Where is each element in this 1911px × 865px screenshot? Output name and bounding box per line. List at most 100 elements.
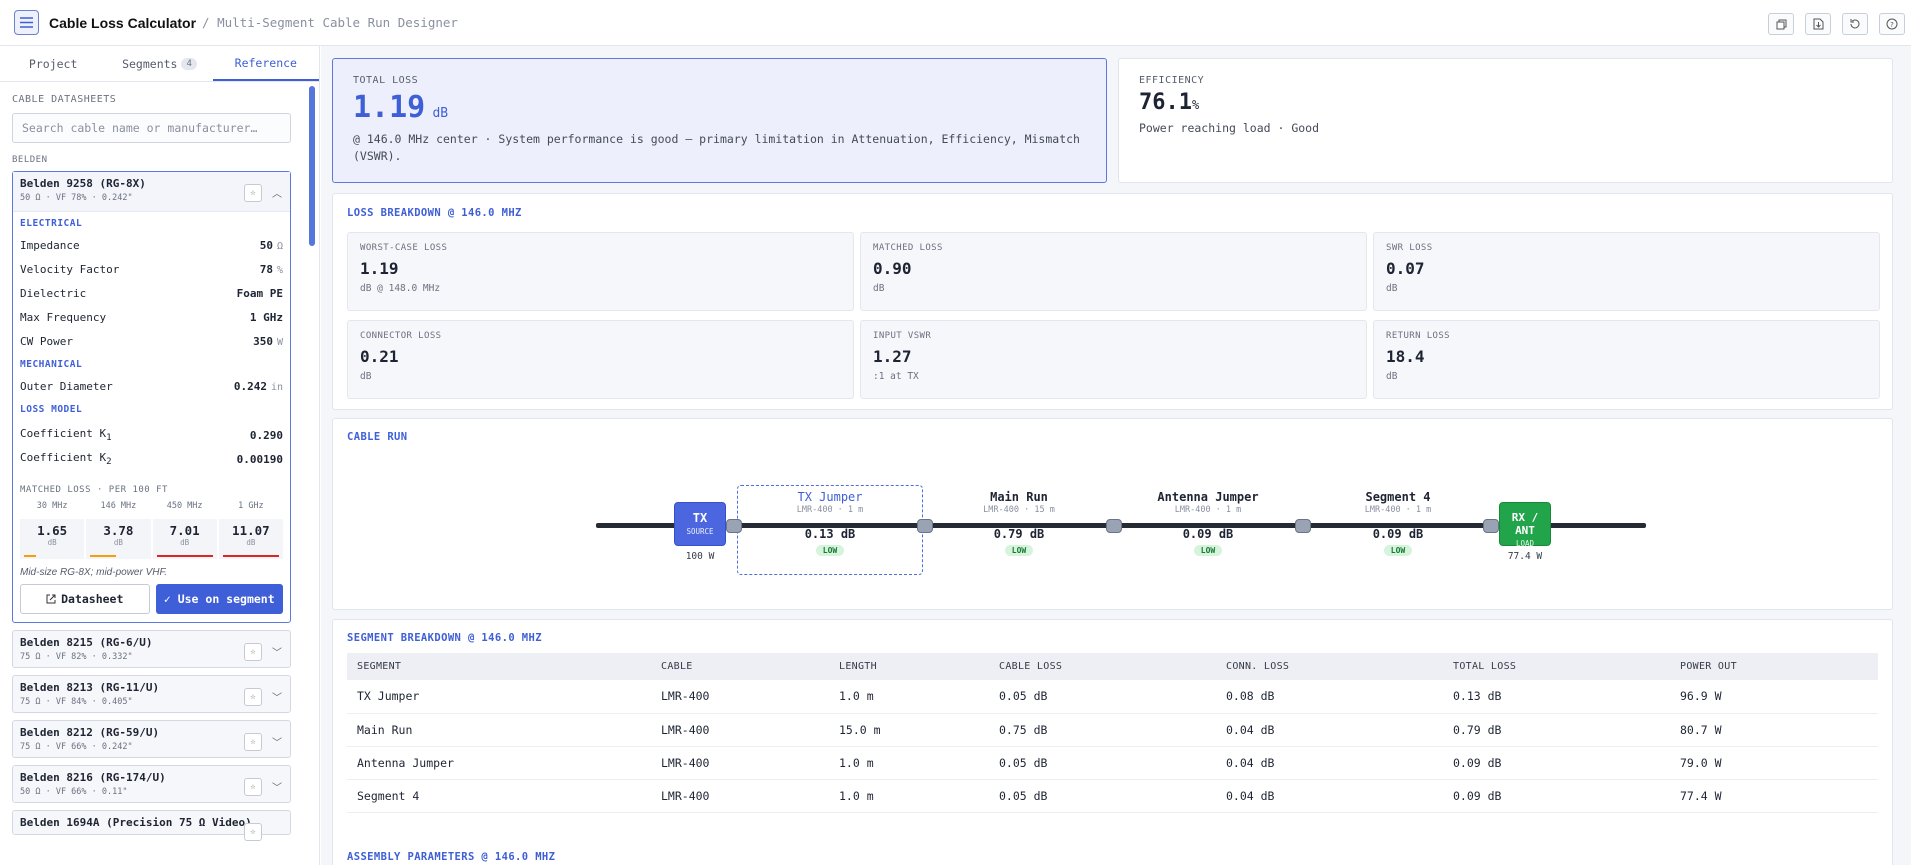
external-link-icon [46, 594, 56, 604]
table-row[interactable]: Antenna Jumper LMR-400 1.0 m 0.05 dB 0.04 dB… [347, 746, 1878, 780]
app-title: Cable Loss Calculator [49, 14, 197, 31]
metric-value: 0.21 [360, 347, 399, 366]
rx-load-node[interactable]: RX / ANT LOAD [1499, 502, 1551, 548]
col-length: LENGTH [829, 653, 989, 680]
help-button[interactable]: ? [1879, 13, 1905, 35]
export-button[interactable] [1805, 13, 1831, 35]
prop-label: Outer Diameter [20, 379, 113, 393]
loss-breakdown-title: LOSS BREAKDOWN @ 146.0 MHZ [347, 207, 522, 219]
favorite-button[interactable]: ☆ [244, 184, 262, 202]
cable-card[interactable]: Belden 8212 (RG-59/U) 75 Ω · VF 66% · 0.2… [12, 720, 291, 758]
star-icon: ☆ [250, 737, 256, 747]
ml-unit: dB [47, 538, 57, 547]
segment-antenna-jumper[interactable]: Antenna Jumper LMR-400 · 1 m 0.09 dB LOW [1133, 490, 1283, 556]
tx-source-node[interactable]: TX SOURCE [674, 502, 726, 546]
table-row[interactable]: Main Run LMR-400 15.0 m 0.75 dB 0.04 dB 0.79 … [347, 713, 1878, 747]
cell: 0.05 dB [989, 746, 1216, 780]
tx-power: 100 W [685, 551, 715, 562]
loss-model-heading: LOSS MODEL [20, 404, 83, 415]
favorite-button[interactable]: ☆ [244, 688, 262, 706]
main-content: TOTAL LOSS 1.19 dB @ 146.0 MHz center · … [321, 46, 1911, 865]
cable-search-input[interactable]: Search cable name or manufacturer… [12, 113, 291, 143]
datasheet-label: Datasheet [61, 592, 124, 606]
metric-label: INPUT VSWR [873, 331, 932, 341]
chevron-down-icon[interactable]: ﹀ [272, 648, 282, 659]
cable-card[interactable]: Belden 1694A (Precision 75 Ω Video) ☆ [12, 810, 291, 841]
segment-main-run[interactable]: Main Run LMR-400 · 15 m 0.79 dB LOW [944, 490, 1094, 556]
ml-bar [24, 555, 37, 557]
cable-run-title: CABLE RUN [347, 431, 408, 443]
cell: TX Jumper [347, 680, 651, 714]
matched-loss-title: MATCHED LOSS · PER 100 FT [20, 485, 168, 495]
cable-name: Belden 8213 (RG-11/U) [20, 681, 160, 694]
efficiency-label: EFFICIENCY [1139, 75, 1205, 86]
cell: 0.04 dB [1216, 746, 1443, 780]
ml-bar [156, 555, 213, 557]
favorite-button[interactable]: ☆ [244, 778, 262, 796]
metric-card: CONNECTOR LOSS 0.21 dB [347, 320, 854, 399]
cable-card-header[interactable]: Belden 9258 (RG-8X) 50 Ω · VF 78% · 0.24… [13, 172, 290, 212]
copy-button[interactable] [1768, 13, 1794, 35]
table-row[interactable]: Segment 4 LMR-400 1.0 m 0.05 dB 0.04 dB 0.09 … [347, 779, 1878, 813]
cable-name: Belden 8212 (RG-59/U) [20, 726, 160, 739]
favorite-button[interactable]: ☆ [244, 643, 262, 661]
prop-sub: 1 [106, 432, 112, 444]
chevron-down-icon[interactable]: ﹀ [272, 783, 282, 794]
left-panel: Project Segments 4 Reference CABLE DATASH… [0, 46, 320, 865]
left-tabs: Project Segments 4 Reference [0, 46, 319, 82]
metric-value: 0.90 [873, 259, 912, 278]
datasheet-button[interactable]: Datasheet [20, 584, 150, 614]
segment-tx-jumper[interactable]: TX Jumper LMR-400 · 1 m 0.13 dB LOW [755, 490, 905, 556]
ml-bar [222, 555, 279, 557]
cell: 0.05 dB [989, 779, 1216, 813]
segment-loss: 0.09 dB [1372, 527, 1424, 541]
reset-button[interactable] [1842, 13, 1868, 35]
segment-4[interactable]: Segment 4 LMR-400 · 1 m 0.09 dB LOW [1323, 490, 1473, 556]
use-on-segment-button[interactable]: ✓ Use on segment [155, 584, 283, 614]
tab-segments[interactable]: Segments 4 [106, 46, 212, 81]
menu-button[interactable] [14, 10, 39, 35]
tab-project[interactable]: Project [0, 46, 106, 81]
prop-label: Dielectric [20, 286, 87, 300]
col-total-loss: TOTAL LOSS [1443, 653, 1670, 680]
chevron-down-icon[interactable]: ﹀ [272, 738, 282, 749]
rx-power: 77.4 W [1507, 551, 1543, 562]
prop-label: Coefficient K [20, 426, 107, 440]
ml-freq: 450 MHz [166, 501, 203, 511]
metric-sub: :1 at TX [873, 371, 919, 382]
cell: 0.05 dB [989, 680, 1216, 714]
cable-name: Belden 8215 (RG-6/U) [20, 636, 153, 649]
cable-card[interactable]: Belden 8213 (RG-11/U) 75 Ω · VF 84% · 0.4… [12, 675, 291, 713]
cable-card[interactable]: Belden 8216 (RG-174/U) 50 Ω · VF 66% · 0.… [12, 765, 291, 803]
cable-meta: 75 Ω · VF 66% · 0.242" [20, 742, 133, 752]
prop-value: 0.00190 [236, 452, 283, 466]
metric-card: MATCHED LOSS 0.90 dB [860, 232, 1367, 311]
matched-loss-grid: 30 MHz 146 MHz 450 MHz 1 GHz 1.65 dB 3.78… [13, 501, 290, 559]
assembly-parameters-title: ASSEMBLY PARAMETERS @ 146.0 MHZ [347, 851, 556, 863]
reset-icon [1850, 19, 1860, 29]
favorite-button[interactable]: ☆ [244, 823, 262, 841]
chevron-up-icon[interactable]: ︿ [272, 189, 282, 200]
left-scrollbar[interactable] [309, 86, 315, 246]
prop-label: Coefficient K [20, 450, 107, 464]
prop-impedance: Impedance 50 Ω [13, 233, 290, 257]
tab-reference-label: Reference [234, 55, 297, 70]
ml-cell: 1.65 dB [20, 519, 85, 559]
metric-label: SWR LOSS [1386, 243, 1433, 253]
copy-icon [1776, 19, 1786, 29]
favorite-button[interactable]: ☆ [244, 733, 262, 751]
prop-label: Impedance [20, 238, 80, 252]
export-icon [1813, 18, 1823, 30]
efficiency-description: Power reaching load · Good [1139, 121, 1320, 135]
table-row[interactable]: TX Jumper LMR-400 1.0 m 0.05 dB 0.08 dB 0.13 … [347, 680, 1878, 714]
metric-sub: dB [360, 371, 372, 382]
tab-reference[interactable]: Reference [212, 46, 319, 81]
star-icon: ☆ [250, 188, 256, 198]
segment-loss: 0.09 dB [1182, 527, 1234, 541]
metric-card: WORST-CASE LOSS 1.19 dB @ 148.0 MHz [347, 232, 854, 311]
cable-note: Mid-size RG-8X; mid-power VHF. [20, 567, 168, 578]
cable-card[interactable]: Belden 8215 (RG-6/U) 75 Ω · VF 82% · 0.33… [12, 630, 291, 668]
chevron-down-icon[interactable]: ﹀ [272, 693, 282, 704]
prop-label: CW Power [20, 334, 73, 348]
segment-loss: 0.79 dB [993, 527, 1045, 541]
